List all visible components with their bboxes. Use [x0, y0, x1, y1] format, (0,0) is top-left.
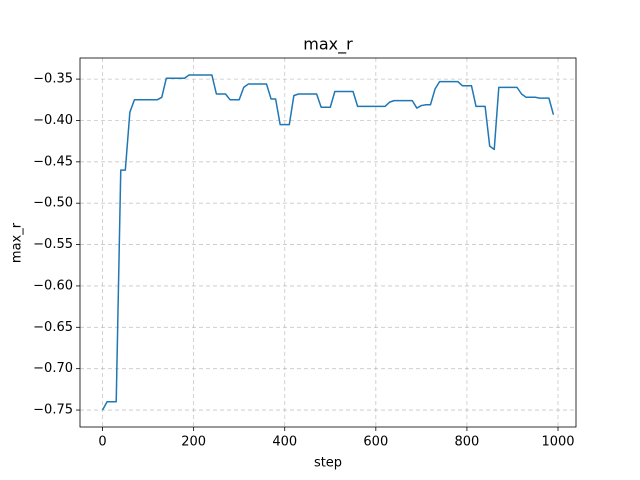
- x-tick-label: 0: [98, 435, 106, 450]
- plot-frame: [79, 57, 577, 428]
- chart-title: max_r: [303, 35, 353, 55]
- y-axis-label: max_r: [10, 222, 25, 263]
- y-tick-label: −0.60: [33, 278, 73, 293]
- y-tick-label: −0.45: [33, 154, 73, 169]
- x-tick-label: 1000: [541, 435, 574, 450]
- y-tick-label: −0.70: [33, 361, 73, 376]
- y-tick-label: −0.50: [33, 196, 73, 211]
- y-tick-label: −0.65: [33, 320, 73, 335]
- y-tick-label: −0.35: [33, 72, 73, 87]
- data-line: [101, 74, 555, 411]
- x-tick-label: 400: [272, 435, 297, 450]
- x-axis-label: step: [314, 456, 342, 471]
- y-tick-label: −0.40: [33, 113, 73, 128]
- x-tick-label: 200: [181, 435, 206, 450]
- y-tick-label: −0.55: [33, 237, 73, 252]
- x-tick-label: 600: [363, 435, 388, 450]
- y-tick-label: −0.75: [33, 403, 73, 418]
- x-tick-label: 800: [455, 435, 480, 450]
